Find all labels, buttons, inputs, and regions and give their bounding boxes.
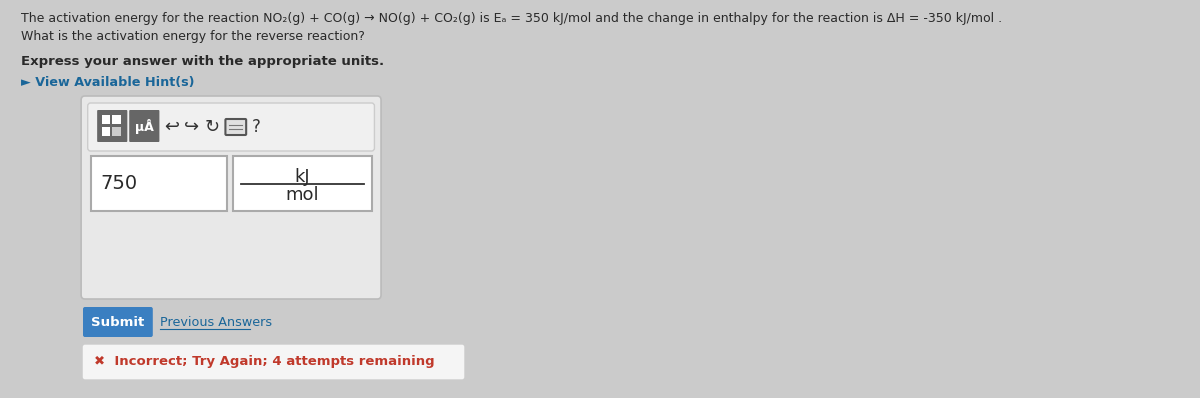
Text: ↩: ↩ <box>164 118 179 136</box>
Text: The activation energy for the reaction NO₂(g) + CO(g) → NO(g) + CO₂(g) is Eₐ = 3: The activation energy for the reaction N… <box>20 12 1002 25</box>
FancyBboxPatch shape <box>102 127 110 136</box>
Text: ↪: ↪ <box>184 118 199 136</box>
Text: ?: ? <box>252 118 260 136</box>
Text: Express your answer with the appropriate units.: Express your answer with the appropriate… <box>20 55 384 68</box>
Text: ↻: ↻ <box>205 118 220 136</box>
FancyBboxPatch shape <box>113 127 121 136</box>
Text: What is the activation energy for the reverse reaction?: What is the activation energy for the re… <box>20 30 365 43</box>
Text: 750: 750 <box>100 174 137 193</box>
FancyBboxPatch shape <box>130 110 160 142</box>
Text: ► View Available Hint(s): ► View Available Hint(s) <box>20 76 194 89</box>
FancyBboxPatch shape <box>226 119 246 135</box>
FancyBboxPatch shape <box>90 156 227 211</box>
Text: ✖  Incorrect; Try Again; 4 attempts remaining: ✖ Incorrect; Try Again; 4 attempts remai… <box>95 355 434 369</box>
FancyBboxPatch shape <box>88 103 374 151</box>
FancyBboxPatch shape <box>102 115 110 124</box>
Text: μÅ: μÅ <box>134 119 154 133</box>
FancyBboxPatch shape <box>113 115 121 124</box>
FancyBboxPatch shape <box>233 156 372 211</box>
Text: Previous Answers: Previous Answers <box>161 316 272 328</box>
FancyBboxPatch shape <box>82 96 382 299</box>
FancyBboxPatch shape <box>82 344 464 380</box>
Text: kJ: kJ <box>294 168 310 186</box>
FancyBboxPatch shape <box>97 110 127 142</box>
Text: mol: mol <box>286 187 319 205</box>
Text: Submit: Submit <box>91 316 144 328</box>
FancyBboxPatch shape <box>83 307 152 337</box>
